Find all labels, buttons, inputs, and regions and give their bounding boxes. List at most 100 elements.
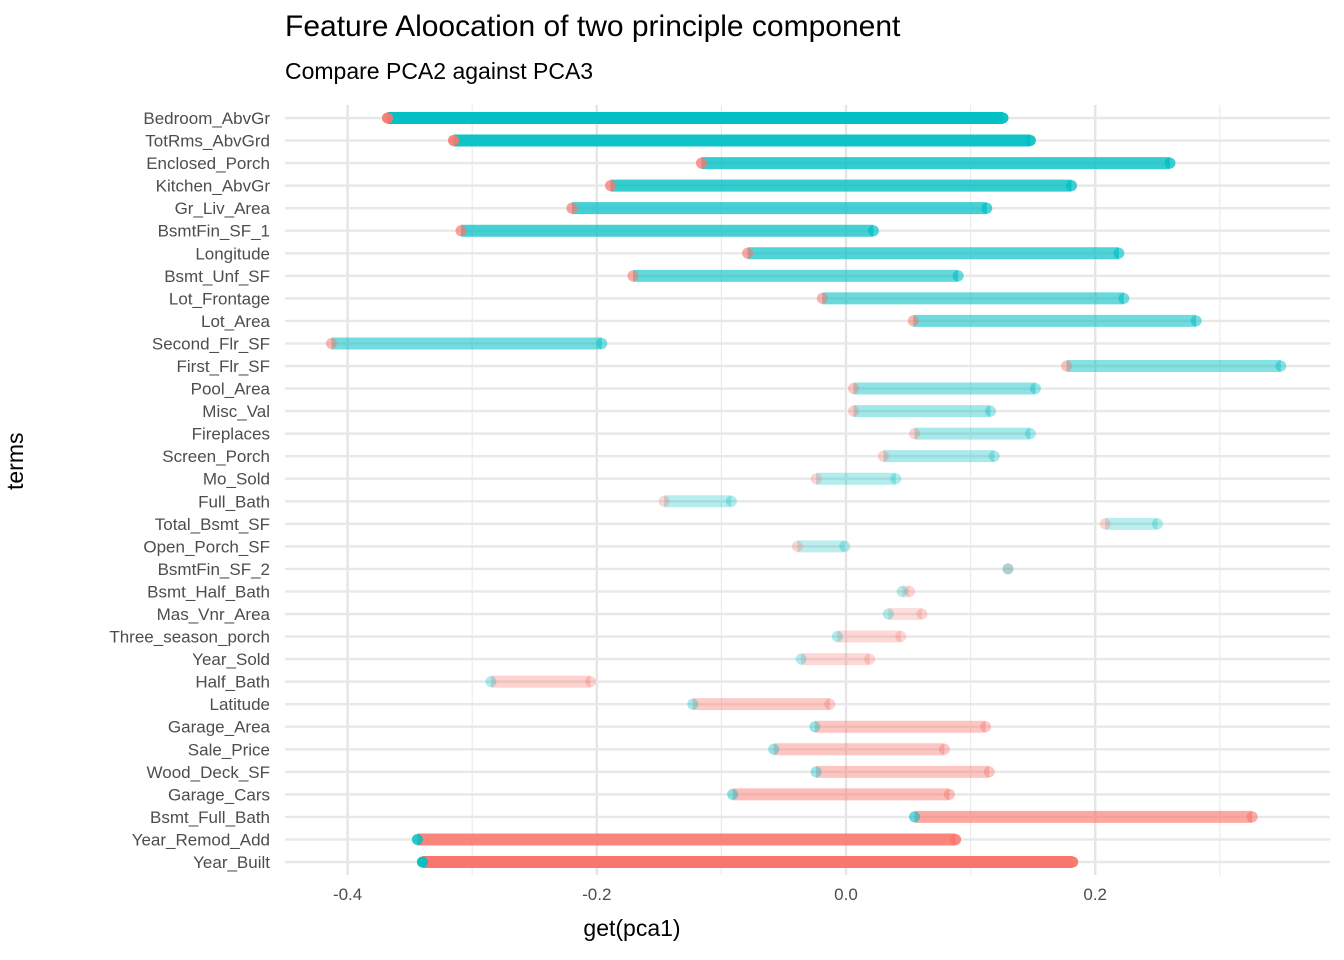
pca2-point <box>627 270 639 282</box>
pca3-point <box>997 112 1009 124</box>
y-tick-label: Latitude <box>210 695 271 714</box>
y-tick-label: Mas_Vnr_Area <box>157 605 271 624</box>
y-tick-label: First_Flr_SF <box>177 357 271 376</box>
y-tick-label: Mo_Sold <box>203 470 270 489</box>
pca3-point <box>981 202 993 214</box>
y-tick-label: Sale_Price <box>188 740 270 759</box>
pca3-point <box>985 405 997 417</box>
y-tick-label: Lot_Frontage <box>169 289 270 308</box>
y-tick-label: Year_Sold <box>192 650 270 669</box>
pca2-point <box>983 766 995 778</box>
y-tick-label: BsmtFin_SF_2 <box>158 560 270 579</box>
y-tick-label: Screen_Porch <box>162 447 270 466</box>
pca2-point <box>695 157 707 169</box>
y-tick-label: Open_Porch_SF <box>143 537 270 556</box>
y-tick-label: Half_Bath <box>195 673 270 692</box>
y-tick-label: Bsmt_Full_Bath <box>150 808 270 827</box>
y-tick-label: Bedroom_AbvGr <box>143 109 270 128</box>
grid-lines <box>285 105 1330 875</box>
y-tick-label: Misc_Val <box>202 402 270 421</box>
y-tick-label: Three_season_porch <box>109 628 270 647</box>
pca2-point <box>824 698 836 710</box>
y-tick-label: Full_Bath <box>198 492 270 511</box>
pca2-point <box>455 225 467 237</box>
pca2-point <box>847 383 859 395</box>
y-tick-label: Pool_Area <box>191 380 271 399</box>
y-tick-label: BsmtFin_SF_1 <box>158 222 270 241</box>
pca3-point <box>485 676 497 688</box>
pca3-point <box>988 450 1000 462</box>
x-tick-label: -0.4 <box>333 885 362 904</box>
pca2-point <box>791 540 803 552</box>
pca2-point <box>950 833 962 845</box>
y-tick-label: Lot_Area <box>201 312 271 331</box>
pca2-point <box>566 202 578 214</box>
pca3-point <box>909 811 921 823</box>
pca2-point <box>943 788 955 800</box>
pca3-point <box>1164 157 1176 169</box>
pca2-point <box>605 180 617 192</box>
pca2-point <box>810 473 822 485</box>
pca2-point <box>909 428 921 440</box>
pca3-point <box>416 856 428 868</box>
y-tick-label: Enclosed_Porch <box>146 154 270 173</box>
pca3-point <box>1024 428 1036 440</box>
pca3-point <box>810 766 822 778</box>
pca3-point <box>1029 383 1041 395</box>
pca3-point <box>890 473 902 485</box>
pca3-point <box>1002 563 1014 575</box>
pca2-point <box>895 631 907 643</box>
y-tick-label: Gr_Liv_Area <box>175 199 271 218</box>
x-tick-label: 0.2 <box>1083 885 1107 904</box>
pca2-point <box>847 405 859 417</box>
pca2-point <box>1067 856 1079 868</box>
y-tick-label: Wood_Deck_SF <box>147 763 270 782</box>
pca3-point <box>952 270 964 282</box>
y-tick-label: Fireplaces <box>192 425 270 444</box>
x-tick-labels: -0.4 -0.2 0.0 0.2 <box>333 885 1107 904</box>
pca2-point <box>448 135 460 147</box>
y-tick-label: Bsmt_Half_Bath <box>147 582 270 601</box>
y-tick-label: TotRms_AbvGrd <box>145 132 270 151</box>
pca3-point <box>795 653 807 665</box>
pca2-point <box>1061 360 1073 372</box>
pca2-point <box>1099 518 1111 530</box>
pca2-point <box>742 247 754 259</box>
pca2-point <box>658 495 670 507</box>
x-axis-label: get(pca1) <box>0 915 1344 942</box>
pca2-point <box>864 653 876 665</box>
pca2-point <box>916 608 928 620</box>
x-tick-label: -0.2 <box>582 885 611 904</box>
pca3-point <box>831 631 843 643</box>
pca2-point <box>980 721 992 733</box>
pca3-point <box>1066 180 1078 192</box>
pca3-point <box>687 698 699 710</box>
pca3-point <box>1024 135 1036 147</box>
y-tick-label: Garage_Area <box>168 718 271 737</box>
pca3-point <box>1113 247 1125 259</box>
y-tick-labels: Bedroom_AbvGr TotRms_AbvGrd Enclosed_Porch… <box>109 109 270 872</box>
y-tick-label: Second_Flr_SF <box>152 334 270 353</box>
pca2-point <box>938 743 950 755</box>
chart-title: Feature Aloocation of two principle comp… <box>285 10 901 43</box>
pca3-point <box>896 585 908 597</box>
pca3-point <box>882 608 894 620</box>
y-tick-label: Total_Bsmt_SF <box>155 515 270 534</box>
pca3-point <box>1275 360 1287 372</box>
pca3-point <box>1152 518 1163 530</box>
pca2-point <box>1246 811 1258 823</box>
pca2-point <box>585 676 597 688</box>
pca3-point <box>725 495 737 507</box>
y-tick-label: Garage_Cars <box>168 785 270 804</box>
pca3-point <box>596 337 608 349</box>
pca2-point <box>877 450 889 462</box>
pca3-point <box>839 540 851 552</box>
pca2-point <box>816 292 828 304</box>
pca3-point <box>411 833 423 845</box>
y-tick-label: Year_Remod_Add <box>132 830 270 849</box>
y-tick-label: Year_Built <box>193 853 270 872</box>
pca2-point <box>325 337 337 349</box>
chart-subtitle: Compare PCA2 against PCA3 <box>285 58 594 84</box>
pca3-point <box>1190 315 1202 327</box>
